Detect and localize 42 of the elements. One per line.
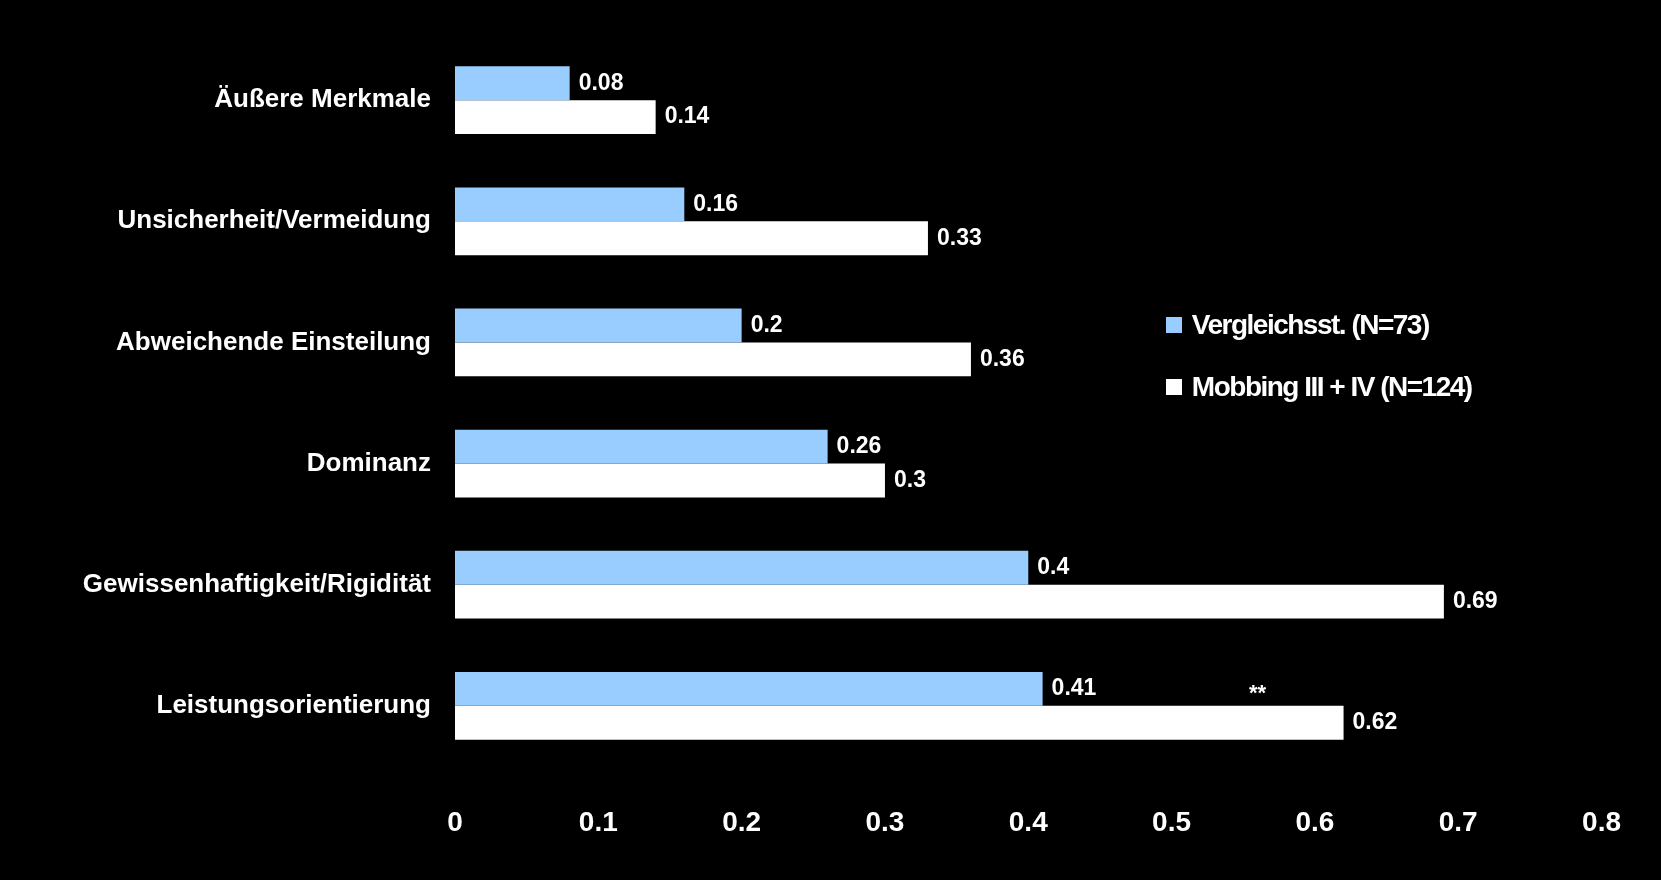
data-label: 0.41 [1051,674,1097,701]
x-tick-label: 0.3 [865,805,905,837]
y-tick-label: Abweichende Einsteilung [116,325,431,356]
data-label: 0.08 [578,68,624,95]
annotation: ** [1249,679,1267,705]
data-label: 0.33 [936,223,982,250]
bar [455,671,1043,706]
bar [455,100,656,135]
bar [455,429,828,464]
bar [455,221,928,256]
data-label: 0.3 [893,465,926,492]
bar [455,550,1029,585]
y-tick-label: Äußere Merkmale [214,83,431,114]
bar [455,342,971,377]
x-tick-label: 0.4 [1008,805,1049,837]
x-tick-label: 0 [447,805,463,837]
data-label: 0.36 [979,344,1025,371]
legend-label: Mobbing III + IV (N=124) [1191,370,1472,403]
data-label: 0.14 [664,102,710,129]
x-tick-label: 0.8 [1582,805,1622,837]
bar [455,705,1344,740]
y-tick-label: Leistungsorientierung [156,689,431,720]
x-tick-label: 0.5 [1152,805,1192,837]
x-tick-label: 0.7 [1438,805,1478,837]
data-label: 0.16 [693,189,739,216]
data-label: 0.26 [836,431,882,458]
bar [455,187,685,222]
x-tick-label: 0.2 [722,805,762,837]
bar [455,308,742,343]
bar [455,66,570,101]
data-label: 0.69 [1452,587,1498,613]
y-tick-label: Gewissenhaftigkeit/Rigidität [82,567,432,598]
x-tick-label: 0.1 [578,805,618,837]
legend-label: Vergleichsst. (N=73) [1191,308,1429,341]
y-tick-label: Dominanz [306,446,431,477]
bar [455,584,1444,619]
data-label: 0.2 [750,310,783,337]
data-label: 0.62 [1352,708,1398,735]
data-label: 0.4 [1037,553,1070,580]
x-tick-label: 0.6 [1295,805,1335,837]
bar [455,463,885,498]
y-tick-label: Unsicherheit/Vermeidung [117,204,431,235]
